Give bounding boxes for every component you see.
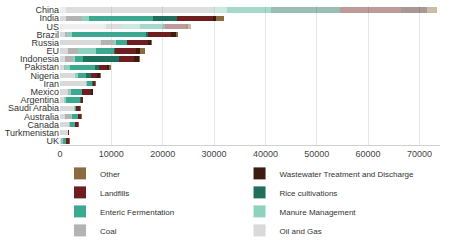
svg-text:Nigeria: Nigeria: [30, 71, 59, 81]
svg-text:60000: 60000: [356, 149, 381, 159]
svg-text:UK: UK: [46, 136, 59, 146]
svg-text:Manure Management: Manure Management: [280, 208, 357, 217]
svg-text:Russia: Russia: [31, 38, 59, 48]
svg-text:Turkmenistan: Turkmenistan: [5, 128, 59, 138]
svg-text:EU: EU: [46, 46, 59, 56]
svg-text:Landfills: Landfills: [100, 189, 129, 198]
svg-text:Pakistan: Pakistan: [24, 62, 59, 72]
svg-text:Brazil: Brazil: [36, 30, 59, 40]
svg-text:China: China: [35, 5, 59, 15]
svg-text:70000: 70000: [407, 149, 432, 159]
svg-text:Wastewater Treatment and Disch: Wastewater Treatment and Discharge: [280, 170, 415, 179]
svg-text:Enteric Fermentation: Enteric Fermentation: [100, 208, 174, 217]
svg-text:Rice cultivations: Rice cultivations: [280, 189, 338, 198]
svg-text:Canada: Canada: [27, 120, 59, 130]
svg-text:Iran: Iran: [43, 79, 59, 89]
svg-text:Other: Other: [100, 170, 120, 179]
svg-text:Coal: Coal: [100, 227, 117, 236]
svg-text:10000: 10000: [99, 149, 124, 159]
svg-text:Saudi Arabia: Saudi Arabia: [8, 103, 59, 113]
svg-text:India: India: [39, 13, 59, 23]
svg-text:20000: 20000: [150, 149, 175, 159]
svg-text:40000: 40000: [253, 149, 278, 159]
svg-text:30000: 30000: [202, 149, 227, 159]
svg-text:0: 0: [57, 149, 62, 159]
svg-text:Indonesia: Indonesia: [20, 54, 59, 64]
svg-text:Mexico: Mexico: [30, 87, 59, 97]
svg-text:US: US: [46, 22, 59, 32]
svg-text:50000: 50000: [304, 149, 329, 159]
svg-text:Australia: Australia: [24, 112, 59, 122]
svg-text:Oil and Gas: Oil and Gas: [280, 227, 322, 236]
svg-text:Argentina: Argentina: [20, 95, 59, 105]
